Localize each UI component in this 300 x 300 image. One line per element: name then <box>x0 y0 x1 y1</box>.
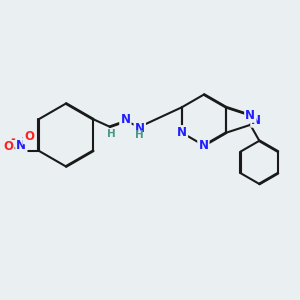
Text: H: H <box>107 129 116 139</box>
Text: N: N <box>245 109 255 122</box>
Text: N: N <box>135 122 145 135</box>
Text: N: N <box>120 113 130 126</box>
Text: H: H <box>135 130 144 140</box>
Text: O: O <box>24 130 34 143</box>
Text: N: N <box>177 126 187 139</box>
Text: -: - <box>11 133 16 146</box>
Text: N: N <box>251 113 261 127</box>
Text: N: N <box>198 139 208 152</box>
Text: O: O <box>3 140 14 153</box>
Text: N: N <box>16 139 26 152</box>
Text: +: + <box>23 134 32 144</box>
